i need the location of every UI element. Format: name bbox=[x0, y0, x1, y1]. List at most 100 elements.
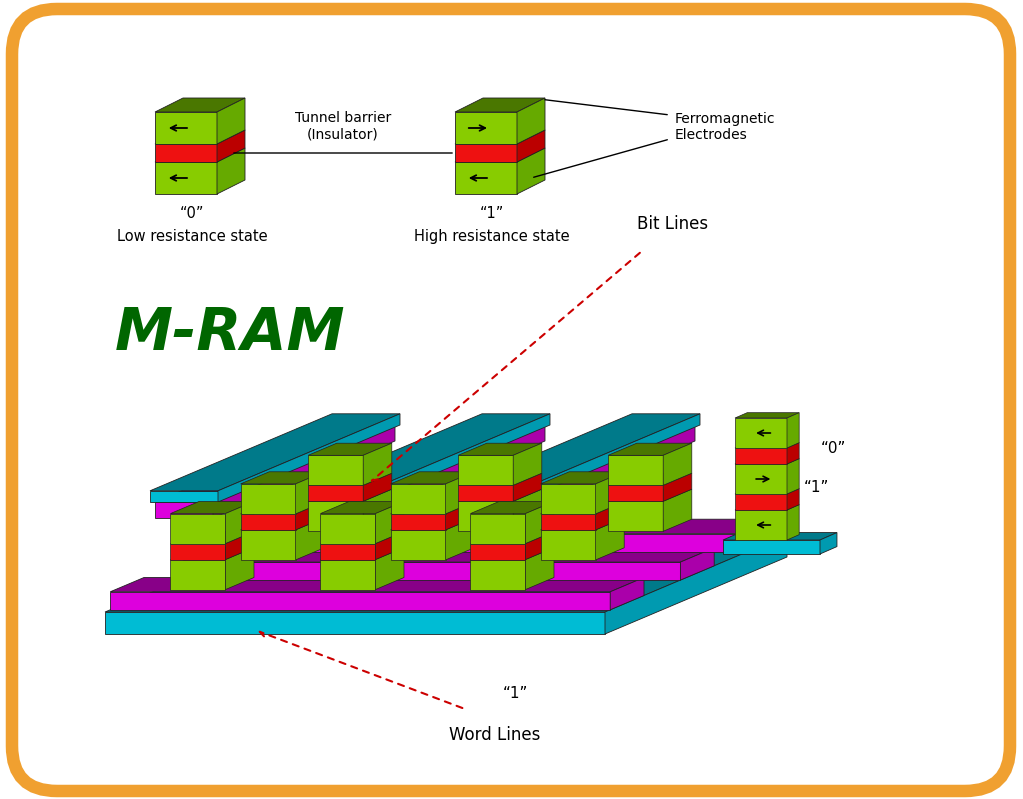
Polygon shape bbox=[455, 162, 517, 194]
Polygon shape bbox=[225, 502, 254, 543]
Polygon shape bbox=[363, 425, 545, 518]
Polygon shape bbox=[458, 473, 542, 485]
Polygon shape bbox=[663, 489, 692, 531]
Polygon shape bbox=[446, 518, 475, 560]
Polygon shape bbox=[320, 543, 375, 559]
Polygon shape bbox=[155, 98, 244, 112]
Polygon shape bbox=[363, 443, 392, 485]
Polygon shape bbox=[446, 471, 475, 514]
Polygon shape bbox=[723, 533, 837, 540]
Polygon shape bbox=[787, 505, 799, 540]
Text: “1”: “1” bbox=[804, 479, 830, 495]
Polygon shape bbox=[735, 448, 787, 464]
Polygon shape bbox=[320, 531, 404, 543]
Polygon shape bbox=[180, 548, 714, 562]
Text: “0”: “0” bbox=[180, 206, 205, 221]
Polygon shape bbox=[320, 559, 375, 590]
Polygon shape bbox=[375, 531, 404, 559]
Polygon shape bbox=[308, 485, 363, 501]
Polygon shape bbox=[308, 489, 392, 501]
Polygon shape bbox=[240, 514, 296, 530]
Polygon shape bbox=[609, 443, 692, 455]
Polygon shape bbox=[458, 443, 542, 455]
Polygon shape bbox=[735, 505, 799, 510]
Polygon shape bbox=[820, 533, 837, 554]
Text: High resistance state: High resistance state bbox=[414, 229, 570, 244]
Polygon shape bbox=[595, 471, 624, 514]
Polygon shape bbox=[540, 514, 595, 530]
Polygon shape bbox=[450, 414, 700, 491]
Polygon shape bbox=[105, 612, 605, 634]
Polygon shape bbox=[471, 502, 554, 514]
Polygon shape bbox=[171, 559, 225, 590]
Polygon shape bbox=[240, 530, 296, 560]
Polygon shape bbox=[155, 425, 395, 502]
Polygon shape bbox=[455, 148, 545, 162]
Polygon shape bbox=[155, 148, 244, 162]
Polygon shape bbox=[458, 455, 514, 485]
Polygon shape bbox=[155, 112, 217, 144]
Text: Ferromagnetic
Electrodes: Ferromagnetic Electrodes bbox=[675, 112, 775, 142]
Polygon shape bbox=[735, 443, 799, 448]
Polygon shape bbox=[735, 510, 787, 540]
Polygon shape bbox=[471, 559, 526, 590]
Polygon shape bbox=[171, 531, 254, 543]
Polygon shape bbox=[609, 473, 692, 485]
Polygon shape bbox=[735, 418, 787, 448]
Polygon shape bbox=[455, 112, 517, 144]
Polygon shape bbox=[180, 562, 680, 580]
Text: “1”: “1” bbox=[480, 206, 504, 221]
Polygon shape bbox=[300, 491, 368, 502]
Polygon shape bbox=[308, 473, 392, 485]
Polygon shape bbox=[458, 489, 542, 501]
Polygon shape bbox=[526, 531, 554, 559]
Polygon shape bbox=[218, 414, 400, 502]
Polygon shape bbox=[320, 502, 404, 514]
Polygon shape bbox=[787, 459, 799, 494]
Polygon shape bbox=[308, 443, 392, 455]
Polygon shape bbox=[526, 547, 554, 590]
Polygon shape bbox=[735, 412, 799, 418]
Polygon shape bbox=[320, 547, 404, 559]
Polygon shape bbox=[171, 514, 225, 543]
Polygon shape bbox=[150, 414, 400, 491]
Polygon shape bbox=[110, 592, 610, 610]
Polygon shape bbox=[735, 459, 799, 464]
Polygon shape bbox=[450, 491, 518, 502]
Polygon shape bbox=[540, 471, 624, 484]
Polygon shape bbox=[240, 518, 324, 530]
Polygon shape bbox=[171, 502, 254, 514]
Polygon shape bbox=[610, 578, 644, 610]
Polygon shape bbox=[320, 514, 375, 543]
Polygon shape bbox=[300, 414, 550, 491]
Polygon shape bbox=[526, 502, 554, 543]
Polygon shape bbox=[375, 547, 404, 590]
Polygon shape bbox=[308, 501, 363, 531]
Polygon shape bbox=[595, 502, 624, 530]
Polygon shape bbox=[471, 543, 526, 559]
Polygon shape bbox=[391, 518, 475, 530]
Polygon shape bbox=[240, 484, 296, 514]
FancyBboxPatch shape bbox=[12, 9, 1010, 791]
Polygon shape bbox=[517, 148, 545, 194]
Polygon shape bbox=[513, 425, 695, 518]
Polygon shape bbox=[217, 130, 244, 162]
Polygon shape bbox=[105, 535, 787, 612]
Polygon shape bbox=[540, 484, 595, 514]
Polygon shape bbox=[595, 518, 624, 560]
Polygon shape bbox=[787, 443, 799, 464]
Polygon shape bbox=[110, 578, 644, 592]
Text: Tunnel barrier
(Insulator): Tunnel barrier (Insulator) bbox=[295, 111, 391, 141]
Polygon shape bbox=[540, 502, 624, 514]
Polygon shape bbox=[471, 514, 526, 543]
Polygon shape bbox=[171, 543, 225, 559]
Polygon shape bbox=[458, 485, 514, 501]
Polygon shape bbox=[155, 130, 244, 144]
Text: Low resistance state: Low resistance state bbox=[117, 229, 267, 244]
Polygon shape bbox=[155, 144, 217, 162]
Polygon shape bbox=[455, 98, 545, 112]
Polygon shape bbox=[248, 534, 748, 551]
Text: Bit Lines: Bit Lines bbox=[637, 215, 708, 233]
Polygon shape bbox=[471, 547, 554, 559]
Polygon shape bbox=[248, 519, 782, 534]
